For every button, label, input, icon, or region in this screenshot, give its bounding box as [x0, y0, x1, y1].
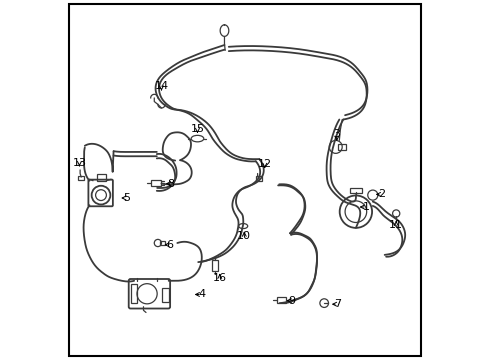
Text: 13: 13: [73, 158, 86, 168]
Text: 5: 5: [122, 193, 130, 203]
Text: 3: 3: [333, 129, 340, 139]
Bar: [77, 176, 84, 180]
Text: 16: 16: [213, 273, 227, 283]
Text: 11: 11: [389, 220, 403, 230]
Bar: [162, 288, 169, 302]
Bar: [277, 297, 286, 303]
Bar: [350, 188, 362, 193]
Text: 6: 6: [166, 240, 173, 250]
Text: 7: 7: [334, 299, 342, 309]
Text: 4: 4: [198, 289, 205, 300]
Text: 15: 15: [191, 124, 204, 134]
Text: 8: 8: [168, 179, 175, 189]
Text: 1: 1: [363, 202, 370, 212]
Bar: [151, 180, 162, 186]
Bar: [130, 284, 137, 303]
Bar: [98, 174, 106, 181]
Text: 9: 9: [288, 296, 295, 306]
Bar: [160, 241, 166, 245]
Text: 12: 12: [258, 159, 272, 169]
Bar: [212, 260, 219, 271]
Bar: [256, 176, 262, 181]
Text: 2: 2: [378, 189, 385, 199]
Text: 14: 14: [154, 81, 169, 91]
Text: 10: 10: [237, 231, 251, 241]
